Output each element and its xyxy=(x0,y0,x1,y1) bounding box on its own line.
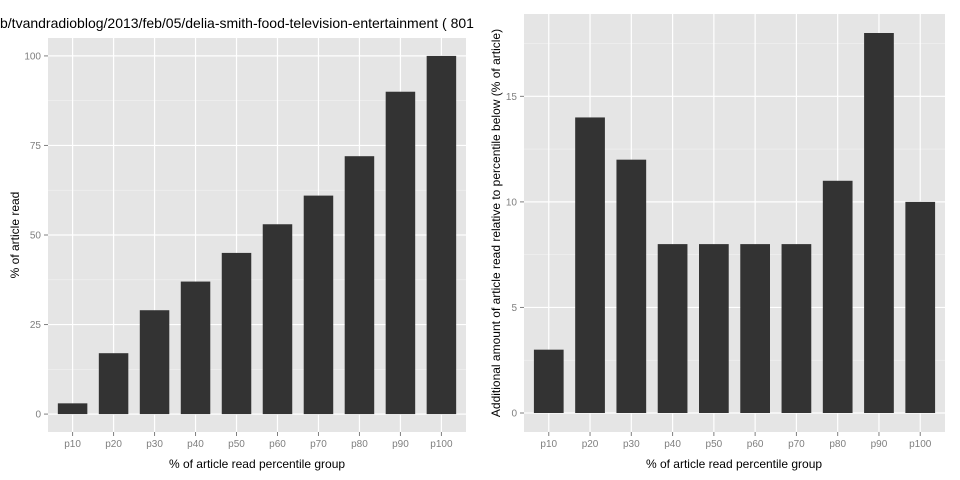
bar-p30 xyxy=(616,159,647,413)
bar-p40 xyxy=(180,281,211,415)
x-tick-label: p20 xyxy=(582,439,599,450)
y-tick-label: 25 xyxy=(30,320,42,331)
x-axis-title: % of article read percentile group xyxy=(646,457,822,471)
x-tick-label: p30 xyxy=(623,439,640,450)
left-chart-panel: 0 25 50 75 100 p10 p20 p30 p40 p50 p60 p70 p80 p90 p10… xyxy=(8,38,466,471)
x-tick-label: p70 xyxy=(310,439,327,450)
x-tick-label: p70 xyxy=(788,439,805,450)
right-chart-panel: 0 5 10 15 p10 p20 p30 p40 p50 p60 p70 p80 p90 p100 % o… xyxy=(489,14,945,471)
bar-p50 xyxy=(699,244,729,413)
bar-p100 xyxy=(426,55,457,415)
y-tick-label: 100 xyxy=(24,51,41,62)
bar-p40 xyxy=(657,244,688,413)
y-axis-title: Additional amount of article read relati… xyxy=(489,29,503,417)
bar-p20 xyxy=(98,353,129,415)
bar-p10 xyxy=(57,403,88,415)
y-tick-label: 0 xyxy=(35,410,41,421)
chart-title: b/tvandradioblog/2013/feb/05/delia-smith… xyxy=(0,15,474,31)
x-tick-label: p80 xyxy=(351,439,368,450)
x-tick-label: p10 xyxy=(64,439,81,450)
x-tick-label: p40 xyxy=(664,439,681,450)
bar-p60 xyxy=(740,244,770,413)
x-tick-label: p50 xyxy=(706,439,723,450)
y-axis-title: % of article read xyxy=(8,192,22,279)
y-tick-label: 10 xyxy=(506,197,518,208)
x-tick-label: p60 xyxy=(269,439,286,450)
x-tick-label: p50 xyxy=(228,439,245,450)
bar-p90 xyxy=(864,33,894,413)
bar-p70 xyxy=(303,195,334,415)
y-tick-label: 5 xyxy=(511,303,517,314)
y-tick-label: 15 xyxy=(506,92,518,103)
x-tick-label: p100 xyxy=(430,439,453,450)
x-tick-label: p90 xyxy=(871,439,888,450)
bar-p80 xyxy=(344,156,375,415)
bar-p30 xyxy=(139,310,170,415)
y-tick-label: 50 xyxy=(30,231,42,242)
x-axis-title: % of article read percentile group xyxy=(169,457,345,471)
bar-p50 xyxy=(221,252,252,415)
bar-p80 xyxy=(822,180,853,413)
bar-p70 xyxy=(781,244,812,413)
x-tick-label: p40 xyxy=(187,439,204,450)
x-tick-label: p60 xyxy=(747,439,764,450)
x-tick-label: p100 xyxy=(909,439,932,450)
x-tick-label: p90 xyxy=(392,439,409,450)
bar-p20 xyxy=(575,117,605,413)
x-tick-label: p30 xyxy=(146,439,163,450)
bar-p60 xyxy=(262,224,293,415)
x-tick-label: p10 xyxy=(540,439,557,450)
bar-p90 xyxy=(385,91,416,415)
y-tick-label: 75 xyxy=(30,141,42,152)
x-tick-label: p20 xyxy=(105,439,122,450)
y-tick-label: 0 xyxy=(511,409,517,420)
bar-p10 xyxy=(533,349,564,413)
x-tick-label: p80 xyxy=(829,439,846,450)
bar-p100 xyxy=(905,201,936,413)
